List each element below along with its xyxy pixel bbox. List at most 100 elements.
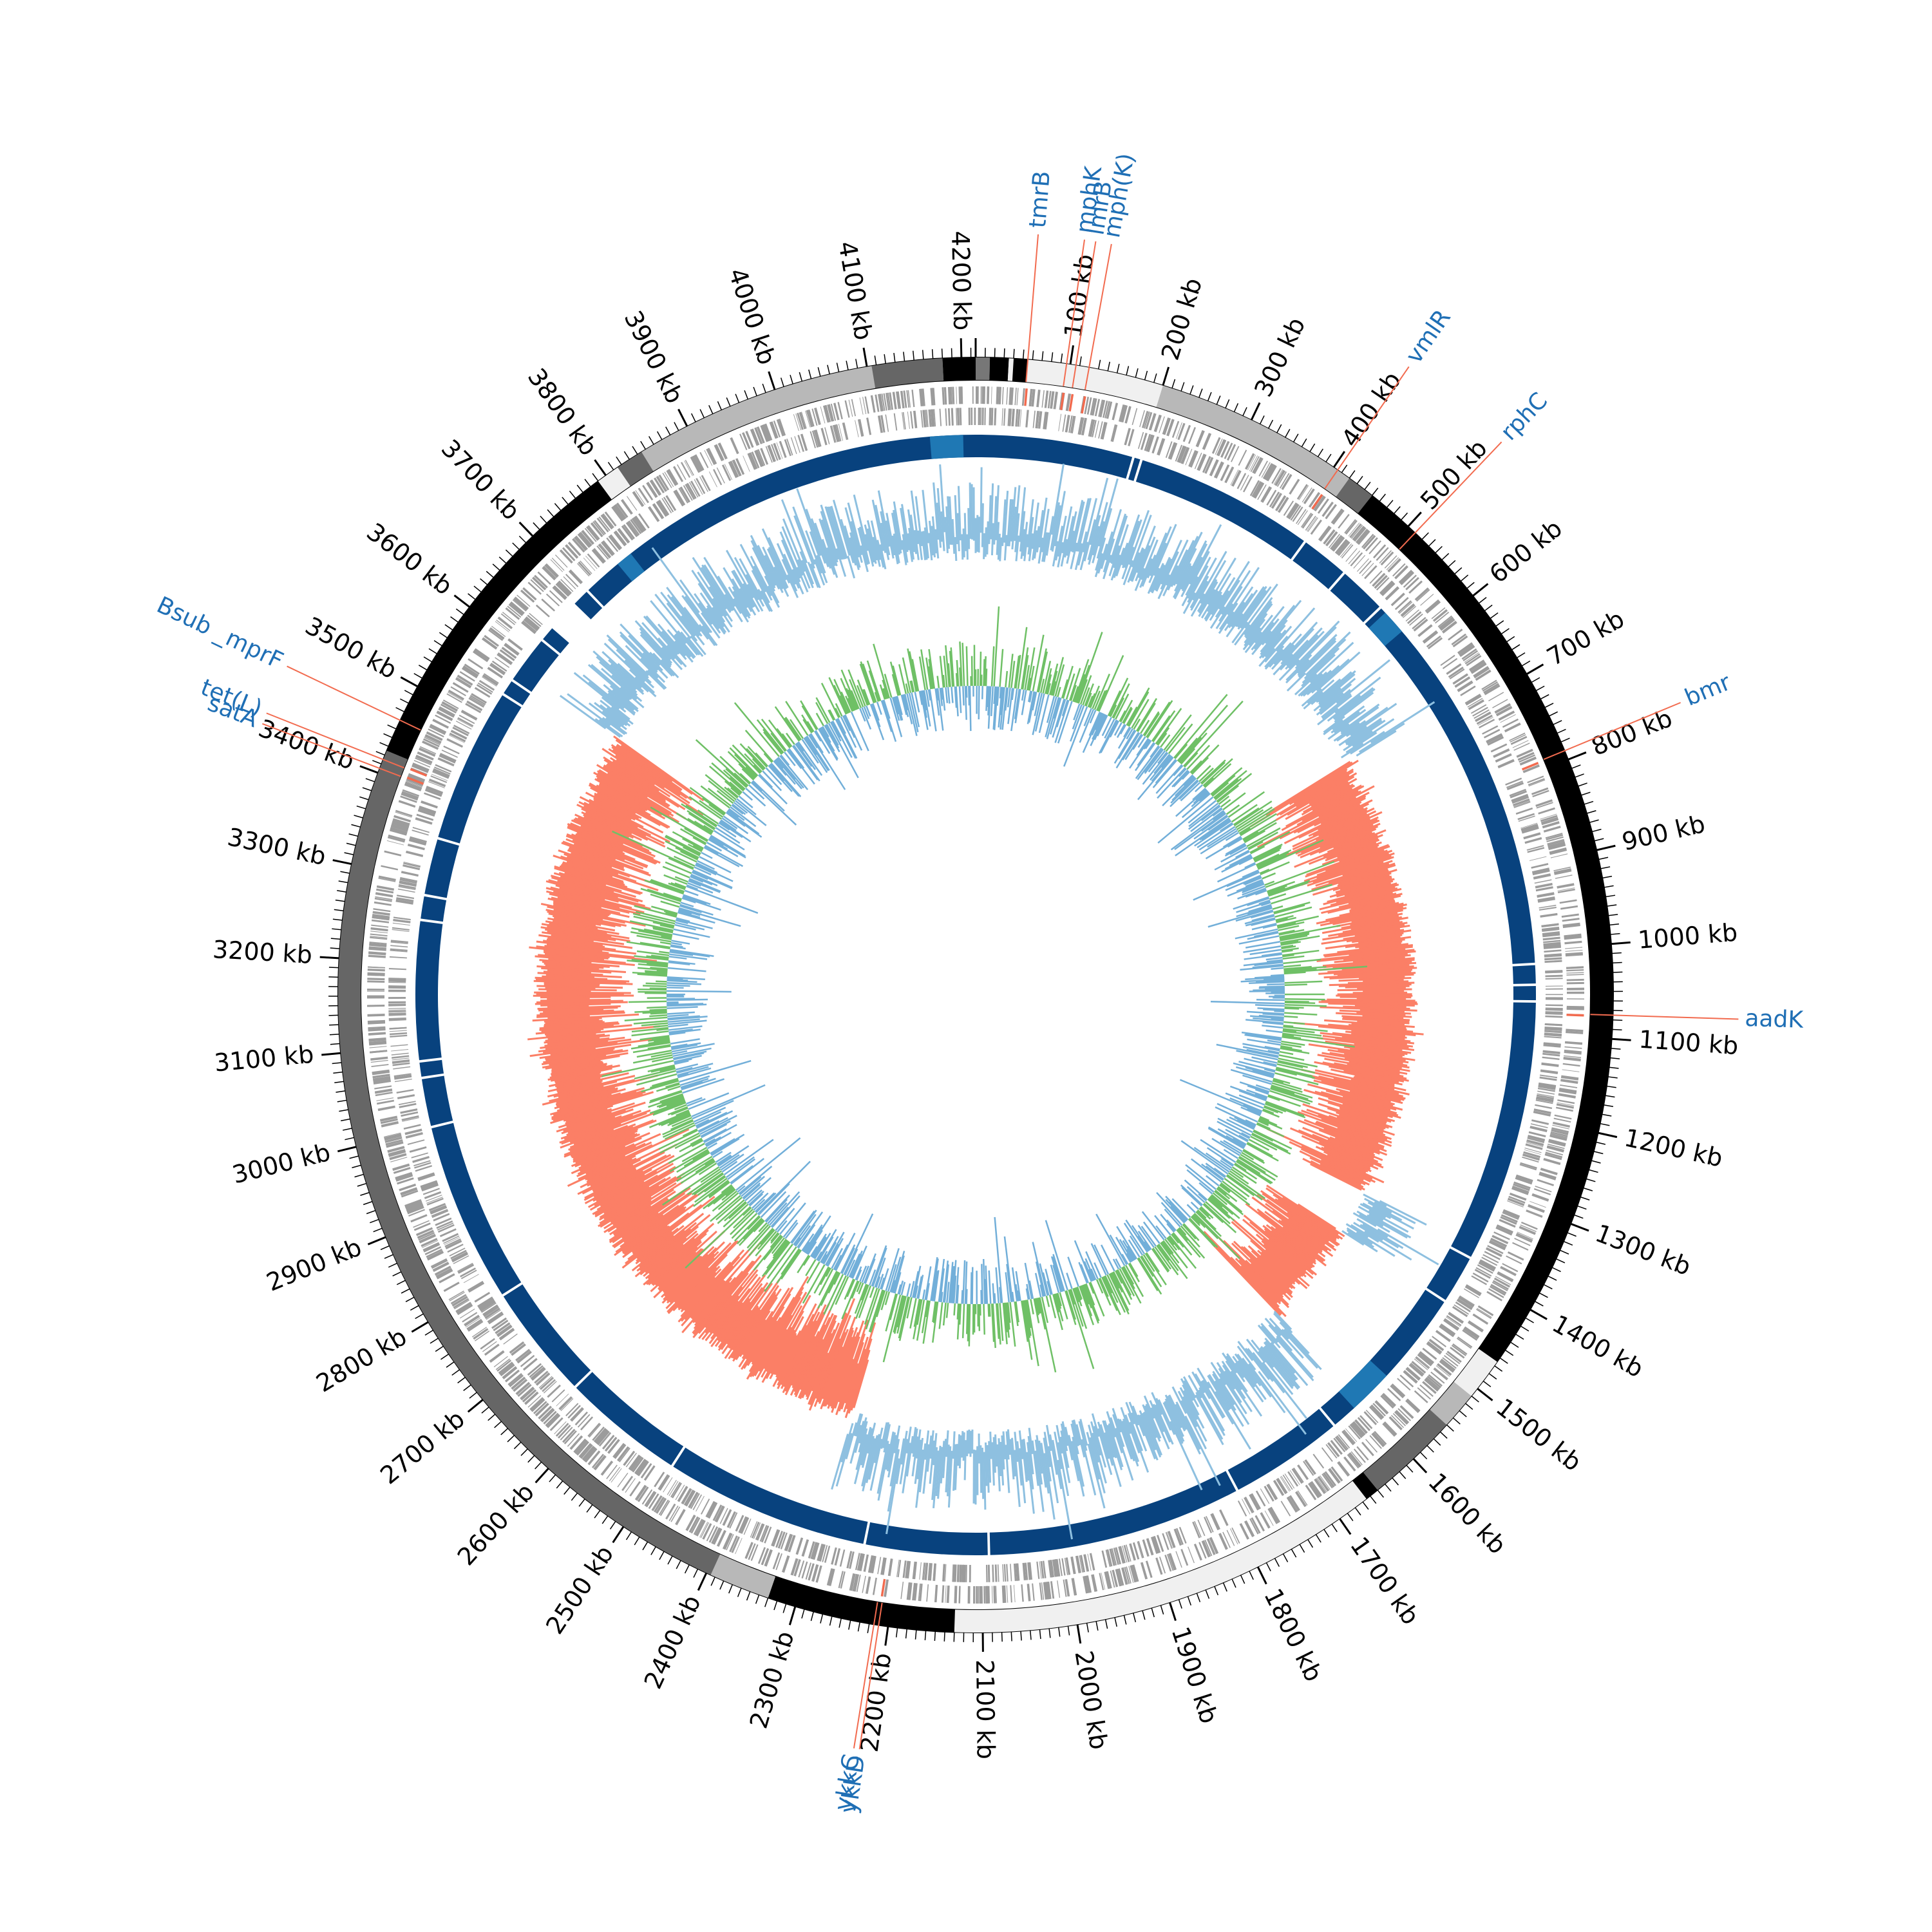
gc-bar	[1273, 1193, 1340, 1240]
homology-gap	[421, 1073, 445, 1079]
cds-mark	[592, 521, 605, 536]
minor-tick	[418, 665, 428, 671]
gc-bar	[1222, 1352, 1238, 1374]
cds-mark	[1044, 390, 1049, 408]
gc-bar	[561, 1112, 647, 1145]
gc-bar	[643, 615, 679, 656]
gc-bar	[1351, 934, 1403, 943]
cds-mark	[495, 657, 510, 668]
gc-bar	[1038, 1440, 1047, 1488]
minor-tick	[1126, 366, 1130, 376]
gc-bar	[645, 1233, 699, 1280]
cds-mark	[1566, 966, 1584, 968]
gc-bar	[1264, 1318, 1282, 1337]
gc-bar	[1081, 1439, 1097, 1496]
cds-mark	[569, 569, 583, 583]
gc-bar	[1198, 589, 1216, 618]
cds-mark	[1231, 446, 1240, 462]
cds-mark	[377, 885, 395, 890]
gc-bar	[745, 1316, 773, 1360]
minor-tick	[684, 1564, 690, 1574]
cds-mark	[1349, 523, 1361, 538]
gc-bar	[677, 1267, 717, 1309]
cds-mark	[446, 738, 464, 748]
cds-mark	[1264, 463, 1274, 480]
cds-mark	[1338, 1461, 1350, 1476]
tick-label: 3200 kb	[212, 935, 313, 969]
gc-bar	[1242, 1218, 1314, 1279]
cds-mark	[1051, 1581, 1055, 1599]
cds-mark	[397, 1094, 415, 1099]
gc-bar	[1150, 563, 1164, 592]
cds-mark	[1490, 1240, 1506, 1249]
gc-bar	[1300, 822, 1381, 858]
cds-mark	[1087, 1553, 1092, 1571]
cds-mark	[667, 1479, 677, 1495]
cds-mark	[549, 590, 563, 603]
cds-mark	[513, 597, 529, 611]
cds-mark	[1459, 1295, 1475, 1305]
cds-mark	[559, 1397, 573, 1410]
cds-mark	[1220, 464, 1229, 481]
gc-bar	[1245, 1260, 1284, 1298]
cds-mark	[437, 757, 455, 767]
major-tick	[1338, 1518, 1352, 1535]
cds-mark	[1546, 836, 1564, 842]
cds-mark	[906, 1582, 910, 1600]
gc-bar	[607, 692, 636, 716]
gc-bar	[1139, 1414, 1159, 1461]
tick-label: 600 kb	[1484, 514, 1567, 589]
minor-tick	[1548, 1275, 1557, 1281]
cds-mark	[1001, 386, 1004, 404]
gc-bar	[1187, 556, 1211, 599]
gc-bar	[1301, 688, 1322, 707]
minor-tick	[1446, 1424, 1454, 1432]
cds-mark	[863, 1554, 868, 1572]
gc-bar	[1237, 1360, 1267, 1400]
cds-mark	[685, 484, 695, 500]
cds-mark	[1242, 476, 1253, 493]
gc-bar	[1333, 844, 1379, 863]
gc-bar	[1354, 927, 1401, 937]
minor-tick	[1032, 350, 1034, 361]
gc-bar	[797, 1314, 837, 1399]
cds-mark	[1145, 1560, 1153, 1578]
gc-bar	[1218, 602, 1238, 630]
cds-mark	[811, 1542, 819, 1560]
cds-mark	[1129, 1543, 1136, 1561]
gc-bar	[1354, 1004, 1406, 1009]
gc-bar	[552, 920, 598, 930]
cds-mark	[637, 1461, 649, 1477]
cds-mark	[1544, 1023, 1562, 1026]
cds-mark	[782, 1555, 790, 1573]
gc-bar	[544, 928, 616, 942]
gc-bar	[1180, 1400, 1207, 1450]
gc-bar	[542, 1074, 658, 1106]
cds-mark	[1260, 1488, 1270, 1504]
cds-mark	[1533, 1188, 1551, 1195]
cds-mark	[396, 897, 414, 902]
gc-bar	[757, 545, 781, 590]
cds-mark	[408, 1209, 426, 1217]
cds-mark	[1384, 555, 1397, 569]
gc-bar	[887, 1435, 897, 1478]
gc-bar	[701, 612, 721, 639]
gc-bar	[1343, 730, 1373, 752]
gc-bar	[575, 833, 625, 855]
gc-bar	[1343, 1046, 1405, 1057]
cds-mark	[801, 1539, 808, 1557]
cds-mark	[1406, 1398, 1421, 1412]
minor-tick	[1563, 1240, 1573, 1246]
cds-mark	[1001, 408, 1003, 426]
gc-bar	[1309, 1074, 1406, 1100]
gc-bar	[573, 1128, 614, 1146]
cds-mark	[401, 1115, 419, 1121]
cds-mark	[1446, 1315, 1462, 1326]
cds-mark	[557, 1425, 571, 1439]
gc-bar	[1303, 783, 1354, 813]
cds-mark	[468, 1282, 484, 1293]
gc-bar	[1247, 1348, 1274, 1382]
gc-bar	[1211, 577, 1236, 616]
cds-mark	[600, 543, 612, 558]
minor-tick	[444, 624, 453, 631]
